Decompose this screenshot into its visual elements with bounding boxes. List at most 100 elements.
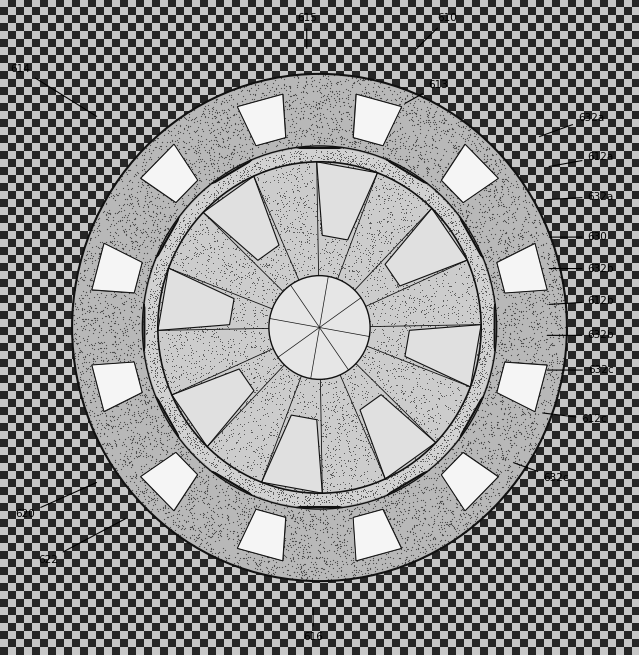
Point xyxy=(334,488,344,498)
Point xyxy=(401,207,411,217)
Point xyxy=(281,132,291,142)
Point xyxy=(249,265,259,276)
Point xyxy=(381,517,391,528)
Point xyxy=(189,508,199,518)
Point xyxy=(273,526,284,536)
Point xyxy=(380,113,390,124)
Point xyxy=(140,431,150,441)
Point xyxy=(143,473,153,483)
Point xyxy=(266,534,277,545)
Point xyxy=(138,227,148,237)
Point xyxy=(204,457,214,468)
Point xyxy=(153,427,163,438)
Point xyxy=(332,432,342,443)
Point xyxy=(382,215,392,226)
Point xyxy=(344,137,355,147)
Point xyxy=(404,526,415,536)
Point xyxy=(103,246,113,257)
Point xyxy=(215,467,225,477)
Point xyxy=(493,438,504,449)
Point xyxy=(307,396,317,407)
Point xyxy=(141,183,151,193)
Point xyxy=(373,484,383,495)
Point xyxy=(292,432,302,442)
Point xyxy=(523,269,534,279)
Point xyxy=(327,141,337,152)
Point xyxy=(202,507,212,517)
Point xyxy=(261,230,271,240)
Point xyxy=(472,251,482,261)
Point xyxy=(533,279,543,290)
Point xyxy=(419,236,429,246)
Point xyxy=(142,270,153,280)
Point xyxy=(153,424,163,435)
Point xyxy=(384,173,394,183)
Point xyxy=(174,185,184,196)
Point xyxy=(266,135,277,145)
Point xyxy=(476,373,486,383)
Point xyxy=(145,438,155,448)
Point xyxy=(184,270,194,280)
Point xyxy=(397,172,407,183)
Point xyxy=(341,557,351,567)
Point xyxy=(344,195,355,205)
Point xyxy=(114,362,125,373)
Point xyxy=(166,230,176,240)
Point xyxy=(279,450,289,460)
Point xyxy=(189,540,199,550)
Point xyxy=(387,333,397,344)
Point xyxy=(328,383,339,394)
Point xyxy=(363,153,373,163)
Point xyxy=(204,150,215,160)
Point xyxy=(176,362,186,372)
Point xyxy=(360,538,371,548)
Point xyxy=(260,395,270,405)
Point xyxy=(462,477,472,488)
Point xyxy=(292,80,302,90)
Point xyxy=(473,404,483,415)
Point xyxy=(235,338,245,348)
Point xyxy=(279,200,289,211)
Point xyxy=(338,468,348,478)
Point xyxy=(231,218,241,229)
Point xyxy=(323,465,333,476)
Point xyxy=(458,422,468,432)
Point xyxy=(544,309,555,320)
Point xyxy=(516,335,526,346)
Point xyxy=(340,573,350,584)
Point xyxy=(417,244,427,254)
Point xyxy=(317,389,327,400)
Point xyxy=(237,483,247,493)
Point xyxy=(246,536,256,547)
Point xyxy=(157,396,167,406)
Point xyxy=(194,356,204,366)
Point xyxy=(370,164,380,175)
Point xyxy=(452,422,462,433)
Point xyxy=(351,462,361,472)
Point xyxy=(326,469,336,479)
Point xyxy=(400,322,410,332)
Point xyxy=(249,231,259,241)
Point xyxy=(282,197,292,208)
Point xyxy=(311,519,321,529)
Point xyxy=(212,107,222,117)
Point xyxy=(502,387,512,398)
Point xyxy=(424,404,435,415)
Point xyxy=(414,244,424,255)
Point xyxy=(128,244,139,254)
Point xyxy=(280,113,290,123)
Point xyxy=(370,324,380,335)
Point xyxy=(415,254,425,265)
Point xyxy=(367,179,378,190)
Point xyxy=(307,124,318,135)
Point xyxy=(422,337,433,348)
Point xyxy=(474,207,484,217)
Point xyxy=(140,482,150,493)
Point xyxy=(189,493,199,503)
Point xyxy=(389,126,399,136)
Point xyxy=(509,207,520,217)
Point xyxy=(294,410,304,421)
Point xyxy=(530,290,541,301)
Point xyxy=(238,128,249,139)
Point xyxy=(198,337,208,348)
